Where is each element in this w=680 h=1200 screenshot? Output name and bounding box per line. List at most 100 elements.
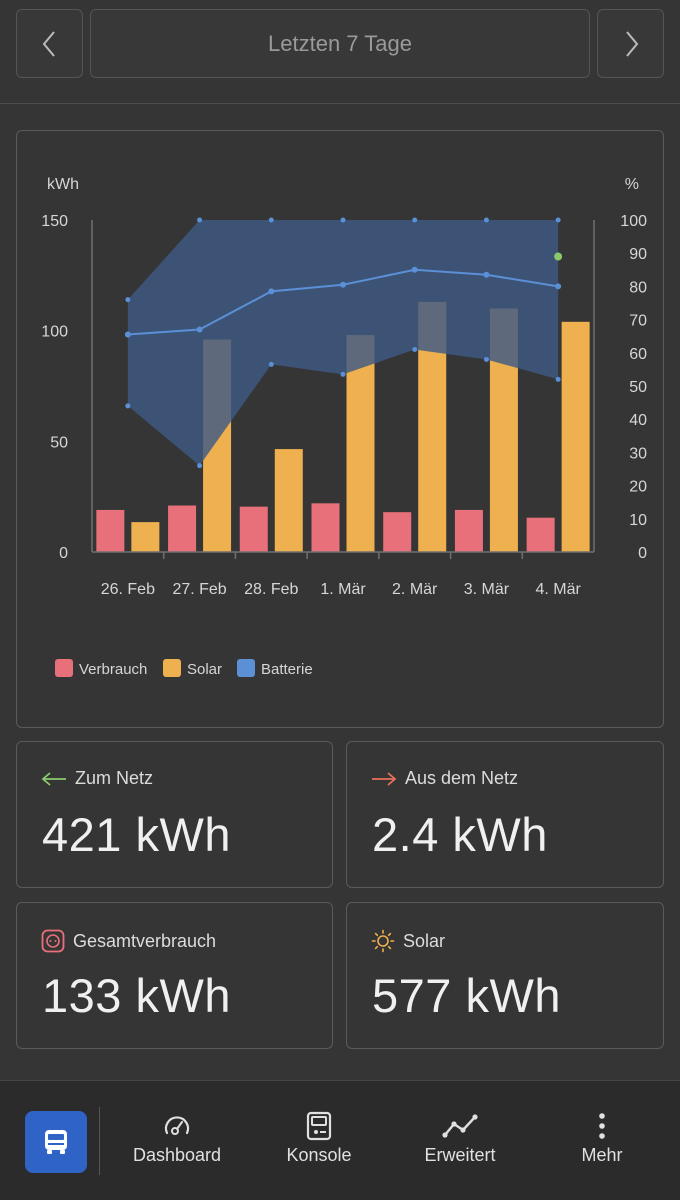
from-grid-card[interactable]: Aus dem Netz 2.4 kWh [346, 741, 664, 888]
energy-chart-card: kWh% 150 100 50 0 100 90 80 70 60 50 40 30 20 10 0 26. F… [16, 130, 664, 728]
right-tick-label: 50 [629, 379, 647, 396]
bottom-tab-bar: Dashboard Konsole Erweitert Mehr [0, 1080, 680, 1200]
right-tick-label: 90 [629, 246, 647, 263]
chevron-left-icon [42, 30, 55, 57]
tab-advanced[interactable]: Erweitert [400, 1111, 520, 1166]
battery-min-point [340, 371, 346, 377]
consumption-card[interactable]: Gesamtverbrauch 133 kWh [16, 902, 333, 1049]
tab-more-label: Mehr [581, 1145, 623, 1165]
tab-console[interactable]: Konsole [259, 1111, 379, 1166]
right-axis-unit: % [625, 176, 639, 193]
socket-icon [41, 929, 65, 953]
bar-verbrauch [239, 506, 268, 552]
legend-swatch-batterie [237, 659, 255, 677]
bar-solar [131, 522, 160, 552]
bar-solar [274, 449, 303, 552]
vehicle-home-button[interactable] [25, 1111, 87, 1173]
tab-console-label: Konsole [286, 1145, 352, 1165]
from-grid-label: Aus dem Netz [405, 768, 519, 788]
left-axis-unit: kWh [47, 176, 79, 193]
right-tick-label: 60 [629, 346, 647, 363]
tab-more[interactable]: Mehr [542, 1111, 662, 1166]
battery-min-point [412, 346, 418, 352]
legend-swatch-verbrauch [55, 659, 73, 677]
bar-verbrauch [168, 505, 197, 552]
bar-solar [561, 321, 590, 552]
battery-point [411, 266, 418, 273]
from-grid-value: 2.4 kWh [372, 808, 548, 861]
more-vertical-icon [599, 1113, 605, 1139]
right-tick-label: 20 [629, 479, 647, 496]
x-tick-label: 26. Feb [101, 581, 155, 598]
x-tick-label: 27. Feb [172, 581, 226, 598]
battery-max-point [125, 297, 131, 303]
legend-label-solar: Solar [187, 661, 222, 678]
tab-advanced-label: Erweitert [424, 1145, 496, 1165]
bar-verbrauch [383, 512, 412, 552]
trend-line-icon [442, 1114, 478, 1138]
battery-max-point [412, 217, 418, 223]
battery-min-point [555, 376, 561, 382]
solar-card[interactable]: Solar 577 kWh [346, 902, 664, 1049]
battery-max-point [483, 217, 489, 223]
legend-swatch-solar [163, 659, 181, 677]
battery-point [268, 288, 275, 295]
bar-verbrauch [526, 517, 555, 552]
legend-label-verbrauch: Verbrauch [79, 661, 147, 678]
bar-verbrauch [311, 503, 340, 552]
x-tick-label: 2. Mär [392, 581, 438, 598]
battery-min-point [483, 356, 489, 362]
x-tick-label: 3. Mär [464, 581, 510, 598]
to-grid-label: Zum Netz [75, 768, 154, 788]
left-tick-label: 150 [41, 213, 68, 230]
right-tick-label: 0 [638, 545, 647, 562]
header-divider [0, 103, 680, 104]
previous-period-button[interactable] [16, 9, 83, 78]
gauge-icon [164, 1116, 190, 1135]
left-tick-label: 50 [50, 434, 68, 451]
battery-max-point [555, 217, 561, 223]
battery-max-point [197, 217, 203, 223]
right-tick-label: 100 [620, 213, 647, 230]
sun-icon [371, 929, 395, 953]
bar-verbrauch [96, 509, 125, 552]
x-tick-label: 1. Mär [320, 581, 366, 598]
consumption-label: Gesamtverbrauch [73, 930, 217, 951]
right-tick-label: 10 [629, 512, 647, 529]
x-tick-label: 4. Mär [535, 581, 581, 598]
battery-current-point [554, 252, 563, 261]
battery-point [124, 331, 131, 338]
right-tick-label: 70 [629, 313, 647, 330]
left-tick-label: 0 [59, 545, 68, 562]
to-grid-value: 421 kWh [42, 808, 231, 861]
battery-min-point [125, 403, 131, 409]
battery-point [483, 271, 490, 278]
right-tick-label: 40 [629, 412, 647, 429]
battery-point [340, 281, 346, 288]
bar-verbrauch [454, 509, 483, 552]
battery-min-point [197, 463, 203, 469]
period-selector[interactable]: Letzten 7 Tage [90, 9, 590, 78]
arrow-left-icon [41, 771, 66, 786]
chevron-right-icon [625, 30, 638, 57]
x-tick-label: 28. Feb [244, 581, 298, 598]
battery-point [555, 283, 562, 290]
right-tick-label: 30 [629, 445, 647, 462]
battery-max-point [340, 217, 346, 223]
to-grid-card[interactable]: Zum Netz 421 kWh [16, 741, 333, 888]
battery-max-point [268, 217, 274, 223]
battery-range-area [127, 220, 559, 466]
left-tick-label: 100 [41, 324, 68, 341]
tab-separator [99, 1107, 100, 1175]
van-icon [45, 1130, 67, 1154]
legend-label-batterie: Batterie [261, 661, 313, 678]
battery-min-point [268, 361, 274, 367]
right-tick-label: 80 [629, 279, 647, 296]
next-period-button[interactable] [597, 9, 664, 78]
consumption-value: 133 kWh [42, 969, 231, 1022]
tab-dashboard[interactable]: Dashboard [117, 1111, 237, 1166]
solar-value: 577 kWh [372, 969, 561, 1022]
battery-point [196, 326, 203, 333]
solar-label: Solar [403, 930, 446, 951]
